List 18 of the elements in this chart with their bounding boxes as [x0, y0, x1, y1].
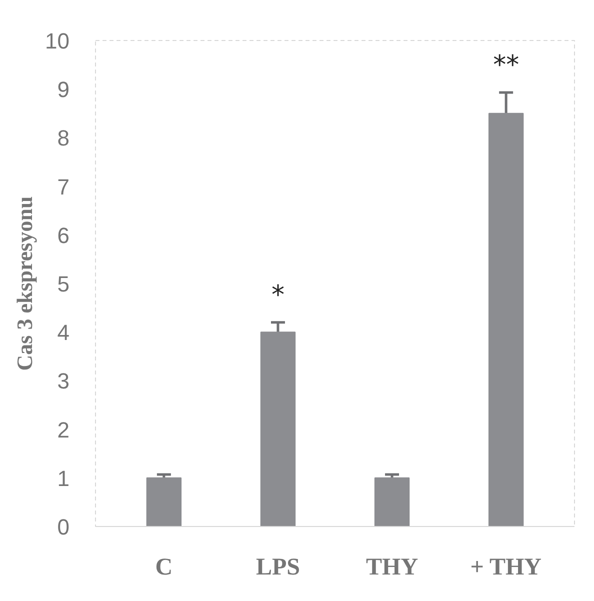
y-tick-label: 3 — [57, 368, 70, 394]
y-tick-label: 8 — [57, 126, 70, 151]
y-tick-label: 10 — [45, 28, 70, 54]
y-tick-label: 4 — [57, 320, 70, 346]
x-tick-label: LPS — [256, 554, 300, 580]
x-tick-label: C — [155, 554, 173, 580]
y-tick-label: 1 — [57, 466, 70, 491]
y-tick-label: 5 — [57, 272, 70, 296]
y-tick-label: 2 — [57, 417, 70, 442]
x-tick-label: + THY — [470, 554, 542, 580]
x-tick-label: THY — [366, 554, 418, 580]
data-label: * — [271, 280, 284, 310]
y-tick-label: 0 — [57, 514, 70, 540]
y-tick-label: 6 — [57, 222, 70, 248]
y-axis-title: Cas 3 ekspresyonu — [12, 196, 38, 371]
data-label: ** — [493, 50, 520, 80]
y-tick-label: 7 — [57, 174, 70, 200]
y-tick-label: 9 — [57, 77, 70, 102]
